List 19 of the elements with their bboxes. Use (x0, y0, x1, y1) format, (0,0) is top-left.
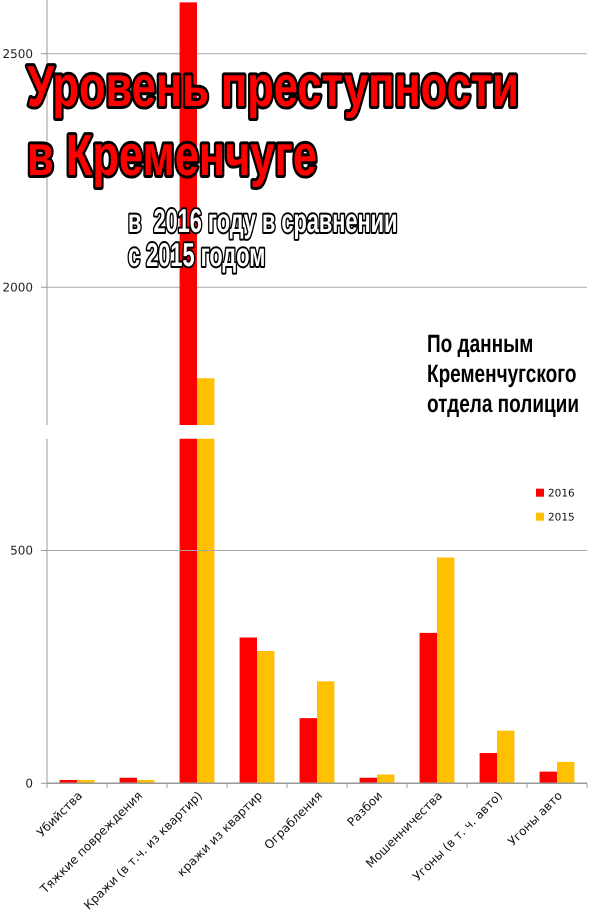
y-tick-label: 500 (10, 544, 33, 558)
bar (497, 730, 514, 784)
bar (480, 753, 497, 784)
bar (240, 638, 257, 784)
annotation: По данным Кременчугского отдела полиции (427, 329, 580, 418)
legend-label: 2015 (548, 511, 575, 524)
bar (540, 772, 557, 784)
y-tick-label: 0 (25, 776, 33, 790)
bar (377, 774, 394, 784)
y-tick-label: 2000 (2, 280, 33, 294)
bar (257, 651, 274, 784)
bar (317, 681, 334, 784)
bar (420, 632, 437, 784)
bar (557, 762, 574, 784)
bar (300, 718, 317, 784)
bar (360, 778, 377, 784)
legend-label: 2016 (548, 487, 576, 500)
bar (120, 778, 137, 784)
bar (437, 557, 454, 784)
